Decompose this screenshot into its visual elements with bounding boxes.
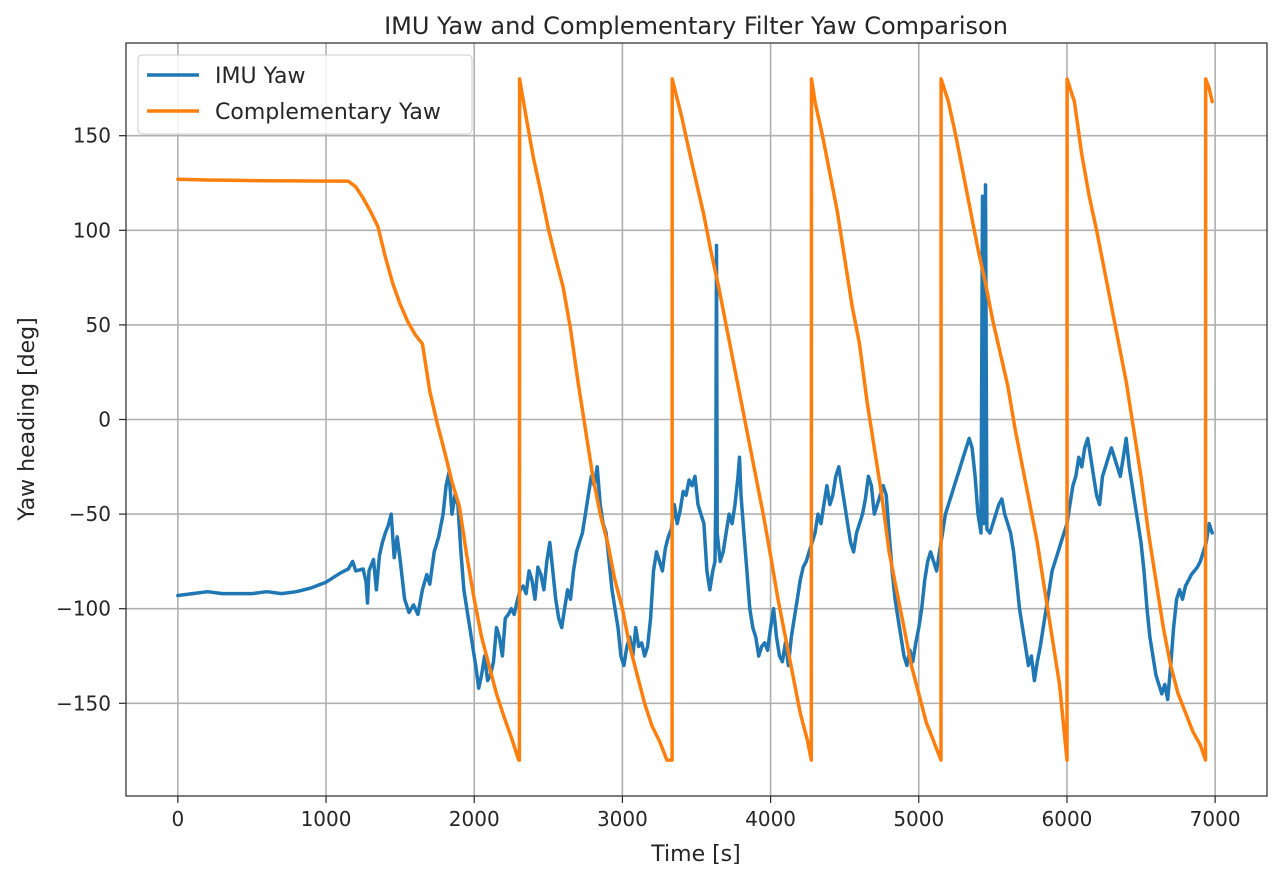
series-lines: [176, 77, 1214, 762]
x-axis-label: Time [s]: [650, 842, 740, 867]
legend-box: [137, 54, 473, 135]
axis-ticks: 0 1000 2000 3000 4000 5000 6000 7000 150 100 50 0 −5…: [56, 124, 1241, 831]
x-tick-label: 5000: [893, 807, 944, 831]
legend-label-imu-yaw: IMU Yaw: [215, 64, 305, 89]
x-tick-label: 2000: [449, 807, 500, 831]
y-tick-label: 50: [86, 313, 111, 337]
series-line-complementary-yaw: [176, 77, 1214, 762]
x-tick-label: 1000: [301, 807, 352, 831]
y-tick-label: −100: [56, 597, 111, 621]
legend: IMU Yaw Complementary Yaw: [137, 54, 473, 135]
y-tick-label: 100: [73, 218, 111, 242]
x-tick-label: 3000: [597, 807, 648, 831]
x-tick-label: 6000: [1042, 807, 1093, 831]
y-tick-label: −150: [56, 691, 111, 715]
x-tick-label: 7000: [1190, 807, 1241, 831]
y-tick-label: −50: [69, 502, 111, 526]
x-tick-label: 4000: [745, 807, 796, 831]
y-tick-label: 0: [98, 408, 111, 432]
series-line-imu-yaw: [176, 183, 1214, 702]
x-tick-label: 0: [171, 807, 184, 831]
grid-lines: [126, 43, 1267, 796]
y-axis-label: Yaw heading [deg]: [15, 317, 40, 521]
chart-title: IMU Yaw and Complementary Filter Yaw Com…: [384, 12, 1008, 40]
y-tick-label: 150: [73, 124, 111, 148]
legend-label-complementary-yaw: Complementary Yaw: [215, 100, 441, 125]
